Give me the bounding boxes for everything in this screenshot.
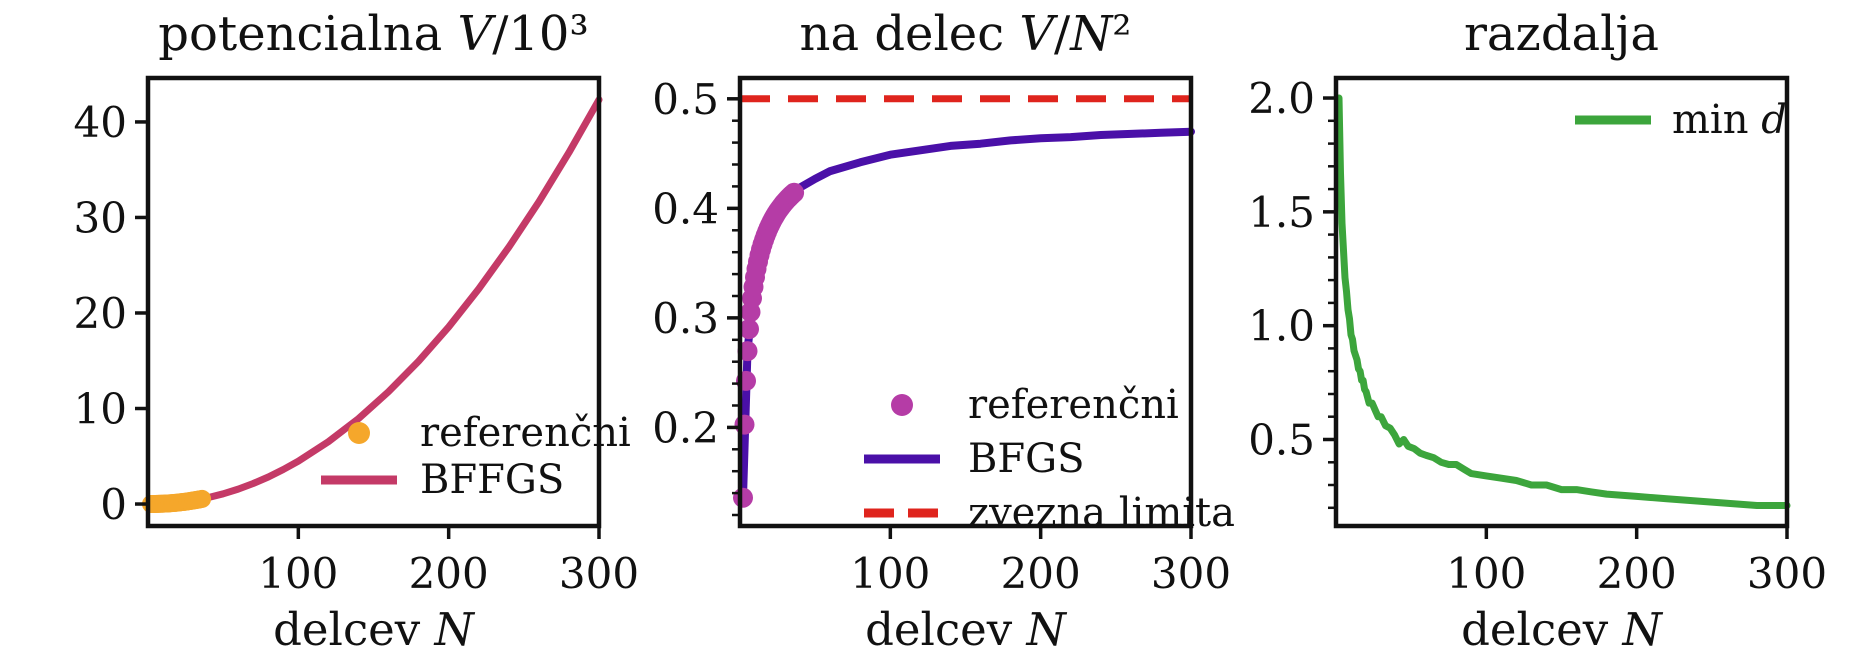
data-point [784, 182, 805, 203]
text-segment: V [458, 6, 497, 62]
text-segment: N [1069, 6, 1114, 62]
data-point [737, 341, 758, 362]
y-tick-label: 0.5 [652, 75, 719, 124]
plot-frame [1333, 75, 1790, 529]
y-tick-label: 20 [74, 289, 127, 338]
text-segment: delcev [865, 603, 1026, 656]
text-segment: / [1054, 6, 1071, 62]
y-tick-label: 0.2 [652, 403, 719, 452]
legend-label: min d [1672, 97, 1787, 143]
text-segment: N [1622, 603, 1664, 656]
x-axis-label: delcev N [1461, 603, 1663, 656]
legend-marker-dot [348, 422, 370, 444]
legend-label: BFFGS [420, 457, 564, 503]
y-tick-label: 10 [74, 385, 127, 434]
legend-label: zvezna limita [968, 490, 1235, 536]
series-referencni-dots [142, 489, 212, 513]
x-tick-label: 100 [1446, 549, 1526, 598]
y-tick-label: 0 [100, 480, 127, 529]
text-segment: N [1026, 603, 1068, 656]
x-tick-label: 300 [1747, 549, 1827, 598]
text-segment: delcev [273, 603, 434, 656]
text-segment: potencialna [158, 6, 457, 62]
data-point [734, 414, 755, 435]
legend: referenčni BFGS zvezna limita [864, 382, 1235, 536]
y-tick-label: 30 [74, 193, 127, 242]
x-tick-label: 100 [850, 549, 930, 598]
data-point [193, 489, 212, 508]
y-tick-label: 0.5 [1248, 415, 1315, 464]
data-point [733, 487, 753, 508]
chart-title: razdalja [1464, 6, 1659, 62]
legend-label: BFGS [968, 436, 1085, 482]
text-segment: zvezna limita [968, 490, 1235, 536]
legend-label: referenčni [420, 410, 631, 456]
legend: min d [1575, 97, 1787, 143]
text-segment: BFGS [968, 436, 1085, 482]
text-segment: razdalja [1464, 6, 1659, 62]
text-segment: delcev [1461, 603, 1622, 656]
text-segment: V [1019, 6, 1058, 62]
text-segment: ² [1112, 6, 1131, 62]
x-tick-label: 200 [409, 549, 489, 598]
text-segment: referenčni [968, 382, 1179, 428]
chart-title: na delec V/N² [800, 6, 1132, 62]
x-tick-label: 300 [559, 549, 639, 598]
text-segment: d [1761, 97, 1787, 143]
text-segment: BFFGS [420, 457, 564, 503]
text-segment: referenčni [420, 410, 631, 456]
y-tick-label: 2.0 [1248, 74, 1315, 123]
series-bfgs-line [739, 127, 1195, 502]
x-tick-label: 100 [258, 549, 338, 598]
text-segment: N [434, 603, 476, 656]
x-tick-label: 300 [1151, 549, 1231, 598]
plot-frame [145, 75, 602, 529]
chart-panel-potencialna: 100 200 300 0 10 20 30 40 potencialna V/10³ delce… [74, 6, 640, 656]
series-referencni-dots [733, 182, 805, 508]
y-tick-label: 0.4 [652, 184, 719, 233]
x-axis-label: delcev N [865, 603, 1067, 656]
y-tick-label: 1.5 [1248, 188, 1315, 237]
legend-marker-dot [891, 394, 913, 416]
data-point [739, 319, 759, 340]
plot-frame [737, 75, 1194, 529]
y-tick-label: 40 [74, 98, 127, 147]
legend-label: referenčni [968, 382, 1179, 428]
y-tick-label: 1.0 [1248, 302, 1315, 351]
chart-title: potencialna V/10³ [158, 6, 588, 62]
text-segment: na delec [800, 6, 1020, 62]
text-segment: /10³ [492, 6, 589, 62]
series-min-d-line [1335, 94, 1791, 509]
y-tick-label: 0.3 [652, 294, 719, 343]
x-tick-label: 200 [1597, 549, 1677, 598]
x-axis-label: delcev N [273, 603, 475, 656]
x-tick-label: 200 [1001, 549, 1081, 598]
text-segment: min [1672, 97, 1761, 143]
